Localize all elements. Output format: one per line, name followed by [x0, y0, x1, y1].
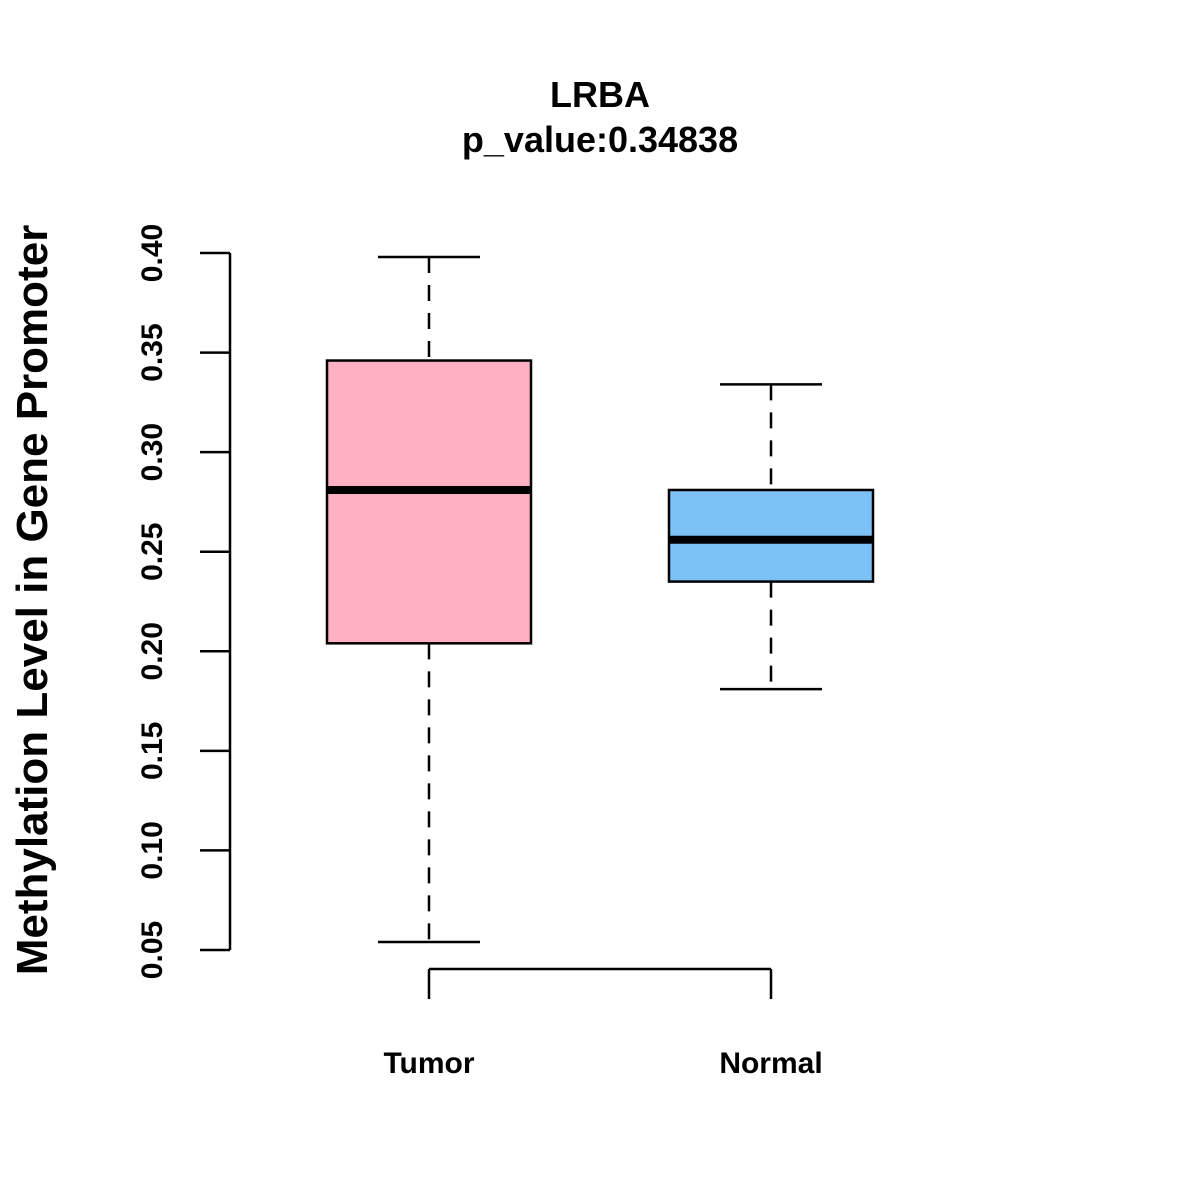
y-tick-label: 0.15	[136, 722, 169, 780]
y-tick-label: 0.30	[136, 423, 169, 481]
y-tick-label: 0.35	[136, 323, 169, 381]
box-tumor	[325, 255, 533, 944]
y-tick-label: 0.05	[136, 921, 169, 979]
y-axis: 0.05 0.10 0.15 0.20 0.25 0.30 0.35 0.40	[136, 224, 232, 979]
y-tick-label: 0.25	[136, 523, 169, 581]
x-tick-label-normal: Normal	[719, 1047, 822, 1080]
y-tick-label: 0.40	[136, 224, 169, 282]
chart-subtitle: p_value:0.34838	[462, 119, 738, 160]
x-axis: Tumor Normal	[383, 967, 823, 1080]
box-normal	[667, 383, 875, 691]
y-tick-label: 0.20	[136, 622, 169, 680]
y-axis-label: Methylation Level in Gene Promoter	[8, 225, 57, 976]
chart-title: LRBA	[550, 74, 650, 115]
boxes-group	[325, 255, 875, 944]
iqr-box	[325, 359, 533, 645]
x-tick-label-tumor: Tumor	[383, 1047, 474, 1080]
y-tick-label: 0.10	[136, 821, 169, 879]
